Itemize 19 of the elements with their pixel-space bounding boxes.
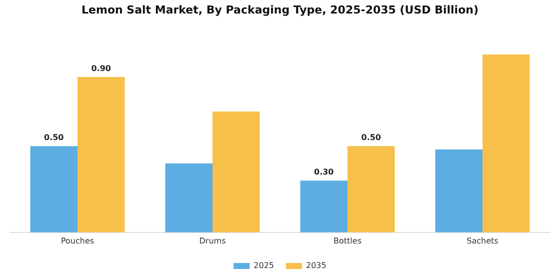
data-label: 0.90 xyxy=(91,64,112,74)
legend-label: 2025 xyxy=(254,261,274,270)
bar xyxy=(435,150,482,232)
bar xyxy=(78,77,125,232)
data-label: 0.50 xyxy=(361,133,382,142)
x-tick-label: Drums xyxy=(199,236,226,246)
bar xyxy=(212,112,260,232)
bar xyxy=(30,146,78,232)
bar xyxy=(300,180,348,232)
bar xyxy=(348,146,395,232)
data-label: 0.30 xyxy=(314,168,334,177)
bar xyxy=(482,54,530,232)
x-tick-label: Sachets xyxy=(466,236,498,246)
x-tick-label: Bottles xyxy=(334,236,362,246)
legend-label: 2035 xyxy=(306,261,326,270)
data-label: 0.50 xyxy=(44,133,64,142)
x-tick-label: Pouches xyxy=(60,236,94,246)
chart-title: Lemon Salt Market, By Packaging Type, 2025-2035 (USD Billion) xyxy=(82,3,478,16)
bar xyxy=(165,163,212,232)
